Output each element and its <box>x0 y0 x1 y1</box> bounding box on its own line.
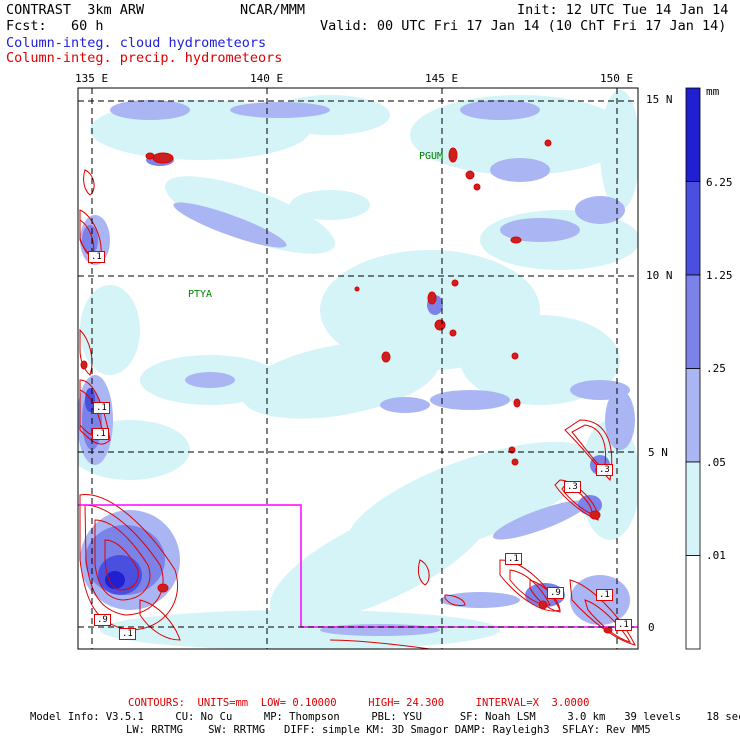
contour-label: .1 <box>93 402 110 414</box>
field-precip-title: Column-integ. precip. hydrometeors <box>6 50 283 66</box>
colorbar-label-0-01: .01 <box>706 549 726 562</box>
model-info-line1: Model Info: V3.5.1 CU: No Cu MP: Thompso… <box>30 711 740 723</box>
colorbar-unit: mm <box>706 85 720 98</box>
contour-label: .1 <box>615 619 632 631</box>
cloud-level1-field <box>78 90 638 649</box>
colorbar-label-1-25: 1.25 <box>706 269 733 282</box>
lon-label-150: 150 E <box>600 72 634 85</box>
contour-label: .9 <box>94 614 111 626</box>
station-ptya: PTYA <box>188 289 213 300</box>
lon-label-145: 145 E <box>425 72 459 85</box>
contour-label: .1 <box>119 628 136 640</box>
model-info-line2: LW: RRTMG SW: RRTMG DIFF: simple KM: 3D … <box>126 724 651 736</box>
contour-label: .9 <box>547 587 564 599</box>
colorbar-label-0-25: .25 <box>706 362 726 375</box>
lat-label-10n: 10 N <box>646 269 673 282</box>
valid-time: Valid: 00 UTC Fri 17 Jan 14 (10 ChT Fri … <box>320 18 727 34</box>
lat-label-15n: 15 N <box>646 93 673 106</box>
colorbar-segment-1 <box>685 181 701 276</box>
lon-label-140: 140 E <box>250 72 284 85</box>
contour-label: .1 <box>92 428 109 440</box>
contour-info: CONTOURS: UNITS=mm LOW= 0.10000 HIGH= 24… <box>128 697 590 709</box>
precip-cells <box>80 139 613 634</box>
lat-lon-grid <box>78 88 638 649</box>
forecast-hour: Fcst: 60 h <box>6 18 104 34</box>
map-frame <box>77 87 639 650</box>
model-title: CONTRAST 3km ARW <box>6 2 145 18</box>
contour-label: .1 <box>505 553 522 565</box>
lat-label-5n: 5 N <box>648 446 668 459</box>
colorbar-segment-0 <box>685 87 701 182</box>
colorbar-label-0-05: .05 <box>706 456 726 469</box>
colorbar-label-6-25: 6.25 <box>706 176 733 189</box>
field-cloud-title: Column-integ. cloud hydrometeors <box>6 35 267 51</box>
colorbar-segment-5 <box>685 555 701 650</box>
lat-label-eq: 0 <box>648 621 655 634</box>
init-time: Init: 12 UTC Tue 14 Jan 14 <box>517 2 729 18</box>
contour-label: .3 <box>564 481 581 493</box>
cloud-level5-field <box>105 571 125 589</box>
colorbar-segment-2 <box>685 274 701 369</box>
lon-label-135: 135 E <box>75 72 109 85</box>
colorbar-segment-4 <box>685 461 701 556</box>
colorbar <box>685 87 701 650</box>
contour-label: .1 <box>596 589 613 601</box>
center-title: NCAR/MMM <box>240 2 306 18</box>
contour-label: .1 <box>88 251 105 263</box>
colorbar-segment-3 <box>685 368 701 463</box>
contour-label: .3 <box>596 464 613 476</box>
map-area <box>78 88 638 649</box>
station-pgum: PGUM <box>419 151 444 162</box>
